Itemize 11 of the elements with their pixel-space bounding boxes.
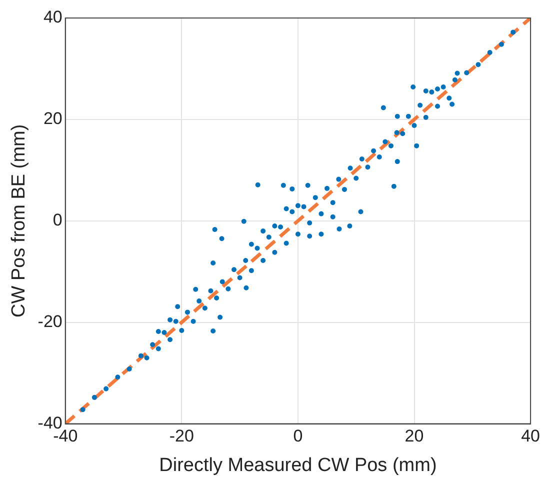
y-tick-label: -40	[38, 413, 62, 432]
x-tick-label: 40	[521, 426, 540, 446]
y-tick-label: 20	[43, 109, 62, 128]
y-tick-label: -20	[38, 312, 62, 332]
x-tick-label: -20	[169, 426, 194, 446]
y-axis-title: CW Pos from BE (mm)	[8, 124, 30, 318]
x-axis-title: Directly Measured CW Pos (mm)	[159, 454, 437, 476]
x-tick-label: 0	[293, 426, 303, 446]
y-tick-label: 0	[52, 210, 62, 230]
x-tick-label: 20	[404, 426, 424, 446]
y-tick-label: 40	[43, 8, 62, 27]
